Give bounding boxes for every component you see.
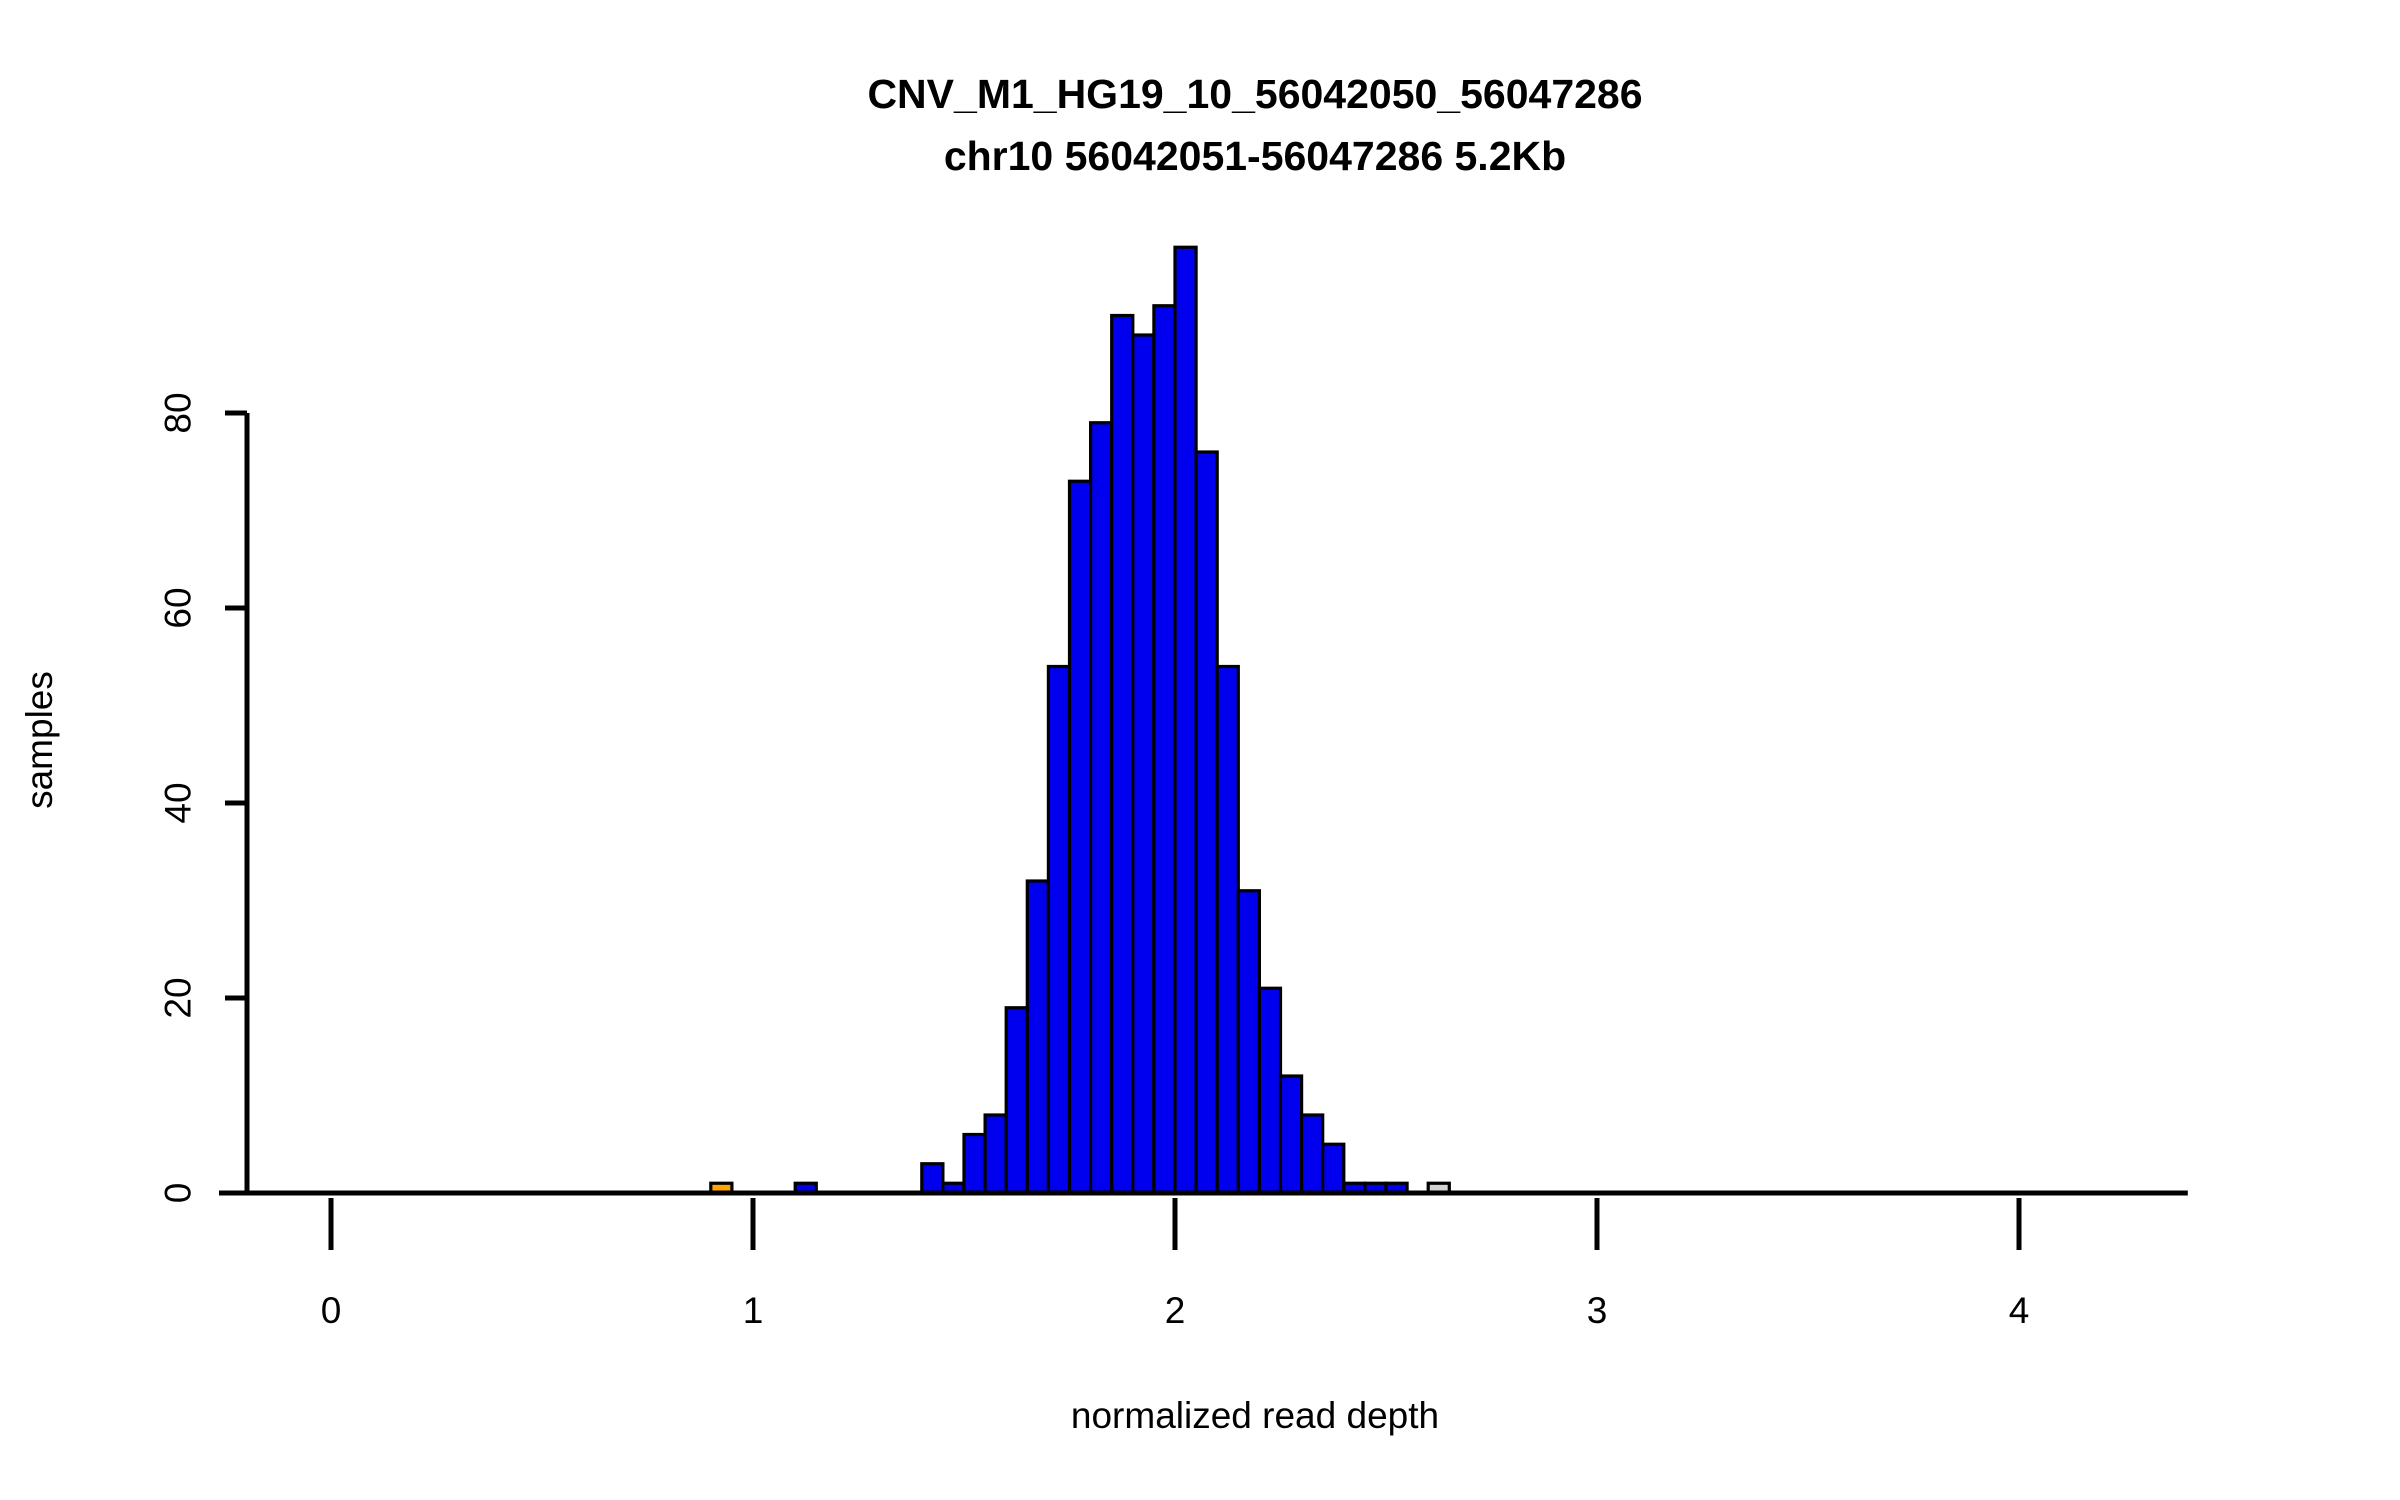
histogram-bar xyxy=(983,1113,1008,1195)
histogram-bar xyxy=(962,1132,987,1195)
histogram-bar xyxy=(1046,664,1072,1195)
x-tick-labels: 0 1 2 3 4 xyxy=(321,1290,2030,1331)
histogram-bar xyxy=(1067,479,1093,1195)
y-tick-label: 60 xyxy=(157,587,198,628)
y-axis-label: samples xyxy=(19,671,60,809)
x-tick-label: 0 xyxy=(321,1290,342,1331)
y-tick-label: 0 xyxy=(157,1183,198,1204)
histogram-bar xyxy=(1215,664,1240,1195)
histogram-bar xyxy=(1110,313,1135,1195)
histogram-bar xyxy=(1004,1006,1029,1195)
histogram-bar xyxy=(1321,1142,1346,1195)
histogram-bar xyxy=(1173,245,1198,1195)
histogram-bar xyxy=(1194,450,1219,1195)
x-axis: 0 1 2 3 4 xyxy=(219,1190,2188,1331)
histogram-bar xyxy=(1025,879,1051,1195)
histogram-bar xyxy=(1152,304,1177,1195)
x-tick-label: 1 xyxy=(743,1290,764,1331)
chart-title: CNV_M1_HG19_10_56042050_56047286 xyxy=(867,71,1642,117)
x-tick-label: 4 xyxy=(2009,1290,2030,1331)
x-tick-label: 3 xyxy=(1587,1290,1608,1331)
histogram-bar xyxy=(1278,1074,1304,1195)
y-tick-labels: 0 20 40 60 80 xyxy=(157,392,198,1203)
histogram-bar xyxy=(1131,333,1156,1195)
x-tick-label: 2 xyxy=(1165,1290,1186,1331)
y-tick-label: 80 xyxy=(157,392,198,433)
y-tick-label: 20 xyxy=(157,977,198,1018)
y-tick-label: 40 xyxy=(157,782,198,823)
histogram-bar xyxy=(1299,1113,1325,1195)
x-axis-label: normalized read depth xyxy=(1071,1395,1439,1436)
chart-subtitle: chr10 56042051-56047286 5.2Kb xyxy=(944,133,1566,179)
histogram-bar xyxy=(920,1162,945,1195)
histogram-bar xyxy=(1257,986,1283,1195)
x-axis-line xyxy=(219,1190,2188,1250)
histogram-bar xyxy=(1236,889,1262,1195)
histogram-bar xyxy=(1088,421,1114,1195)
